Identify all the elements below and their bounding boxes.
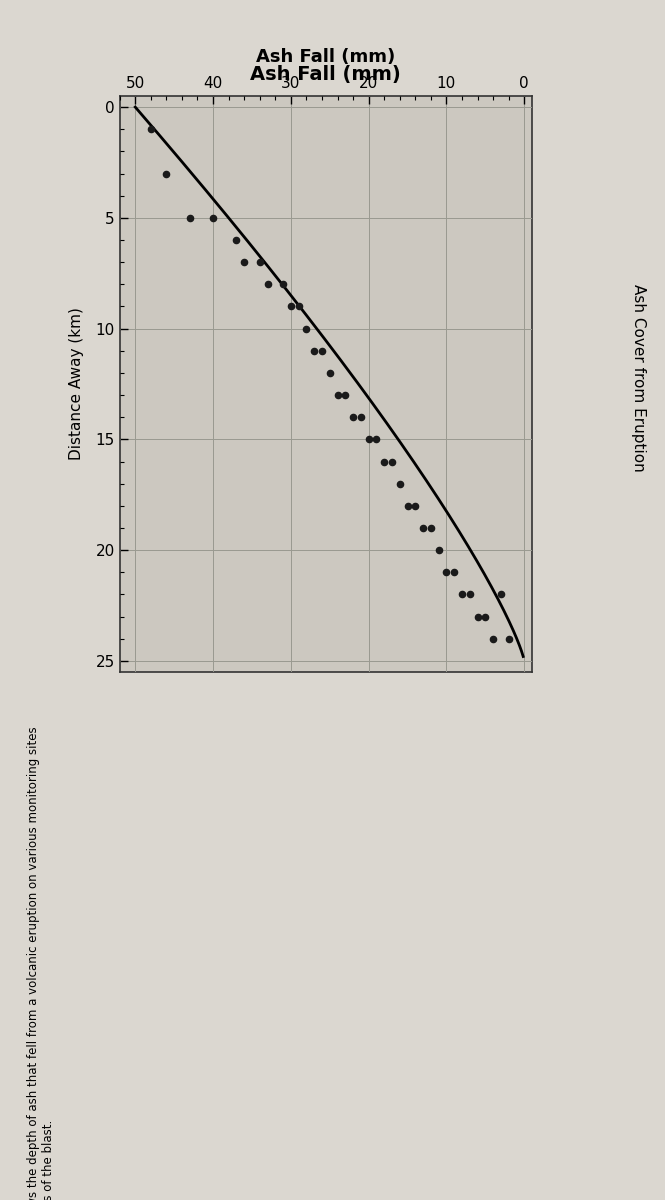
Point <box>184 209 195 228</box>
Point <box>488 629 499 648</box>
Point <box>161 164 172 184</box>
Point <box>410 497 421 516</box>
Point <box>255 252 265 271</box>
Point <box>418 518 428 538</box>
Point <box>356 408 366 427</box>
Text: Ash Cover from Eruption: Ash Cover from Eruption <box>631 284 646 472</box>
Point <box>293 296 304 316</box>
Point <box>301 319 312 338</box>
Point <box>394 474 405 493</box>
Point <box>231 230 241 250</box>
Point <box>340 385 350 404</box>
Y-axis label: Distance Away (km): Distance Away (km) <box>69 307 84 461</box>
Point <box>495 584 506 604</box>
Point <box>434 540 444 559</box>
Point <box>480 607 491 626</box>
Point <box>464 584 475 604</box>
Text: Ash Fall (mm): Ash Fall (mm) <box>251 65 401 84</box>
Point <box>503 629 514 648</box>
Point <box>371 430 382 449</box>
Point <box>402 497 413 516</box>
Point <box>285 296 296 316</box>
Point <box>332 385 343 404</box>
Point <box>386 452 397 472</box>
Point <box>278 275 289 294</box>
Point <box>457 584 467 604</box>
Point <box>325 364 335 383</box>
Point <box>379 452 390 472</box>
Point <box>441 563 452 582</box>
Point <box>348 408 358 427</box>
Point <box>309 341 319 360</box>
Point <box>426 518 436 538</box>
Text: The scatterplot above shows the depth of ash that fell from a volcanic eruption : The scatterplot above shows the depth of… <box>27 726 55 1200</box>
Point <box>449 563 460 582</box>
Point <box>317 341 327 360</box>
Point <box>239 252 249 271</box>
Point <box>207 209 218 228</box>
Point <box>262 275 273 294</box>
Point <box>363 430 374 449</box>
X-axis label: Ash Fall (mm): Ash Fall (mm) <box>256 48 396 66</box>
Point <box>472 607 483 626</box>
Point <box>146 120 156 139</box>
